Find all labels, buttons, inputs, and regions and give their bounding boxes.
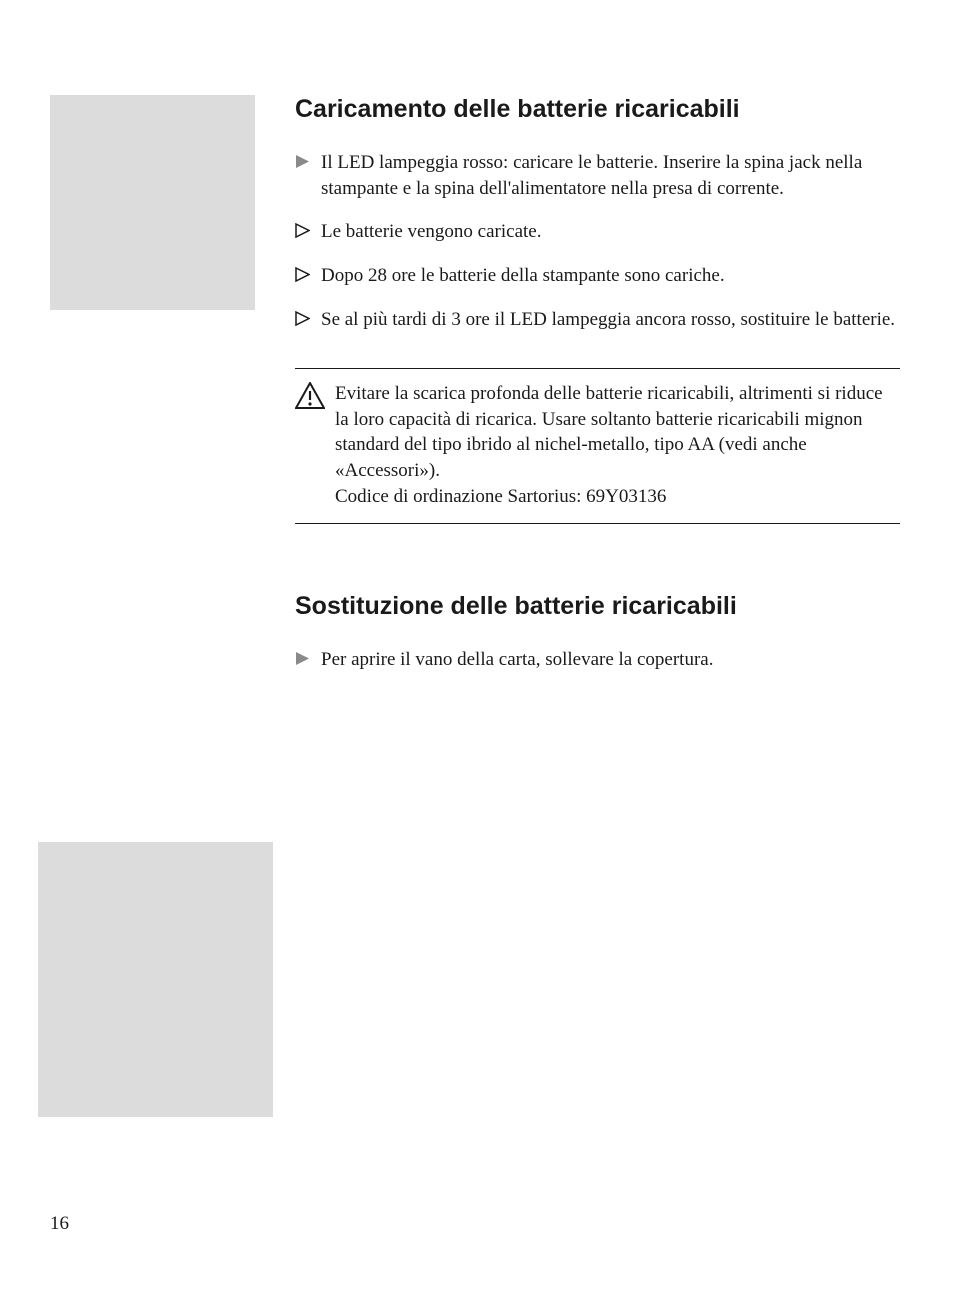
solid-triangle-icon	[295, 150, 321, 169]
instruction-item: Per aprire il vano della carta, sollevar…	[295, 647, 900, 673]
warning-text: Evitare la scarica profonda delle batter…	[335, 381, 900, 509]
instruction-text: Dopo 28 ore le batterie della stampante …	[321, 263, 900, 289]
instruction-text: Se al più tardi di 3 ore il LED lampeggi…	[321, 307, 900, 333]
text-column: Caricamento delle batterie ricaricabili …	[295, 95, 900, 673]
page-number: 16	[50, 1213, 69, 1235]
outline-triangle-icon	[295, 263, 321, 282]
instruction-text: Il LED lampeggia rosso: caricare le batt…	[321, 150, 900, 201]
figure-printer-open-cover	[38, 842, 273, 1117]
solid-triangle-icon	[295, 647, 321, 666]
result-item: Se al più tardi di 3 ore il LED lampeggi…	[295, 307, 900, 333]
section-replacement: Sostituzione delle batterie ricaricabili…	[295, 592, 900, 673]
instruction-text: Le batterie vengono caricate.	[321, 219, 900, 245]
instruction-text: Per aprire il vano della carta, sollevar…	[321, 647, 900, 673]
section-title-replacement: Sostituzione delle batterie ricaricabili	[295, 592, 900, 621]
section-title-charging: Caricamento delle batterie ricaricabili	[295, 95, 900, 124]
result-item: Dopo 28 ore le batterie della stampante …	[295, 263, 900, 289]
figure-printer-charging	[50, 95, 255, 310]
result-item: Le batterie vengono caricate.	[295, 219, 900, 245]
warning-icon	[295, 381, 335, 409]
outline-triangle-icon	[295, 307, 321, 326]
instruction-item: Il LED lampeggia rosso: caricare le batt…	[295, 150, 900, 201]
page: Caricamento delle batterie ricaricabili …	[0, 0, 960, 1291]
warning-block: Evitare la scarica profonda delle batter…	[295, 368, 900, 524]
outline-triangle-icon	[295, 219, 321, 238]
